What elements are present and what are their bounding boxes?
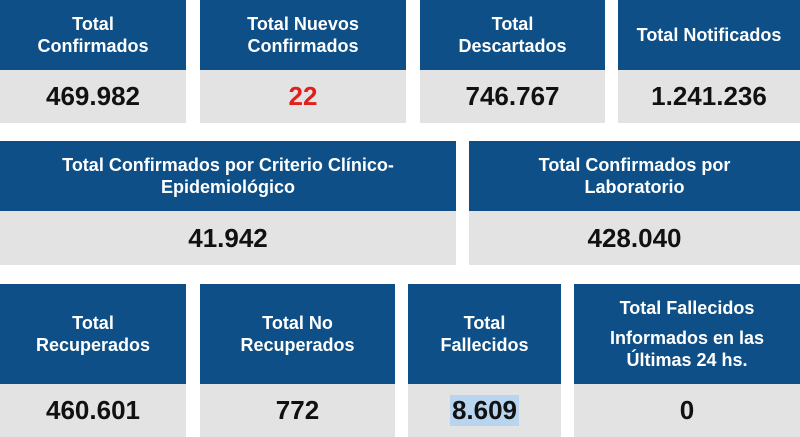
card-title: Total No bbox=[262, 313, 333, 333]
card-value-box: 428.040 bbox=[469, 211, 800, 265]
card-value: 746.767 bbox=[465, 81, 560, 111]
card-header: Total Notificados bbox=[618, 0, 800, 70]
card-header: Total Fallecidos Informados en las Últim… bbox=[574, 284, 800, 384]
card-title: Descartados bbox=[458, 36, 567, 56]
card-title: Recuperados bbox=[35, 335, 151, 355]
card-header: Total Nuevos Confirmados bbox=[200, 0, 406, 70]
card-value-box: 469.982 bbox=[0, 70, 186, 123]
card-total-notificados: Total Notificados 1.241.236 bbox=[618, 0, 800, 123]
card-header: Total Descartados bbox=[420, 0, 605, 70]
card-value-box: 460.601 bbox=[0, 384, 186, 437]
card-title: Total Fallecidos bbox=[619, 298, 755, 318]
card-title: Fallecidos bbox=[440, 335, 529, 355]
card-value: 460.601 bbox=[46, 395, 140, 425]
card-header: Total Confirmados bbox=[0, 0, 186, 70]
card-title: Total Nuevos bbox=[247, 14, 359, 34]
card-header: Total Fallecidos bbox=[408, 284, 561, 384]
card-title: Últimas 24 hs. bbox=[626, 350, 748, 370]
card-title: Total Confirmados por bbox=[538, 155, 731, 175]
card-total-nuevos-confirmados: Total Nuevos Confirmados 22 bbox=[200, 0, 406, 123]
card-title: Total bbox=[463, 313, 506, 333]
card-confirmados-laboratorio: Total Confirmados por Laboratorio 428.04… bbox=[469, 141, 800, 265]
card-total-fallecidos: Total Fallecidos 8.609 bbox=[408, 284, 561, 437]
card-fallecidos-24hs: Total Fallecidos Informados en las Últim… bbox=[574, 284, 800, 437]
card-value: 469.982 bbox=[46, 81, 140, 111]
card-value-box: 1.241.236 bbox=[618, 70, 800, 123]
card-value-box: 8.609 bbox=[408, 384, 561, 437]
card-value: 0 bbox=[679, 395, 695, 425]
card-value-box: 746.767 bbox=[420, 70, 605, 123]
card-header: Total Recuperados bbox=[0, 284, 186, 384]
card-title: Informados en las bbox=[609, 328, 765, 348]
card-title: Total Confirmados por Criterio Clínico- bbox=[62, 155, 394, 175]
card-value[interactable]: 8.609 bbox=[449, 395, 520, 426]
card-title: Confirmados bbox=[247, 36, 359, 56]
card-value: 22 bbox=[288, 81, 318, 111]
card-title: Recuperados bbox=[240, 335, 355, 355]
card-value-box: 22 bbox=[200, 70, 406, 123]
card-title: Confirmados bbox=[37, 36, 149, 56]
card-title: Total bbox=[491, 14, 534, 34]
card-total-no-recuperados: Total No Recuperados 772 bbox=[200, 284, 395, 437]
card-title: Total bbox=[72, 14, 114, 34]
card-title: Laboratorio bbox=[584, 177, 685, 197]
card-title: Epidemiológico bbox=[160, 177, 295, 197]
card-value: 1.241.236 bbox=[651, 81, 767, 111]
card-value: 428.040 bbox=[587, 222, 682, 253]
card-value-box: 772 bbox=[200, 384, 395, 437]
card-value: 41.942 bbox=[188, 222, 268, 253]
card-value-box: 0 bbox=[574, 384, 800, 437]
card-title: Total Notificados bbox=[636, 25, 782, 45]
card-total-recuperados: Total Recuperados 460.601 bbox=[0, 284, 186, 437]
card-header: Total Confirmados por Laboratorio bbox=[469, 141, 800, 211]
card-header: Total No Recuperados bbox=[200, 284, 395, 384]
card-value: 772 bbox=[275, 395, 320, 425]
card-value-box: 41.942 bbox=[0, 211, 456, 265]
card-header: Total Confirmados por Criterio Clínico- … bbox=[0, 141, 456, 211]
card-confirmados-criterio: Total Confirmados por Criterio Clínico- … bbox=[0, 141, 456, 265]
card-total-descartados: Total Descartados 746.767 bbox=[420, 0, 605, 123]
card-title: Total bbox=[72, 313, 114, 333]
card-total-confirmados: Total Confirmados 469.982 bbox=[0, 0, 186, 123]
